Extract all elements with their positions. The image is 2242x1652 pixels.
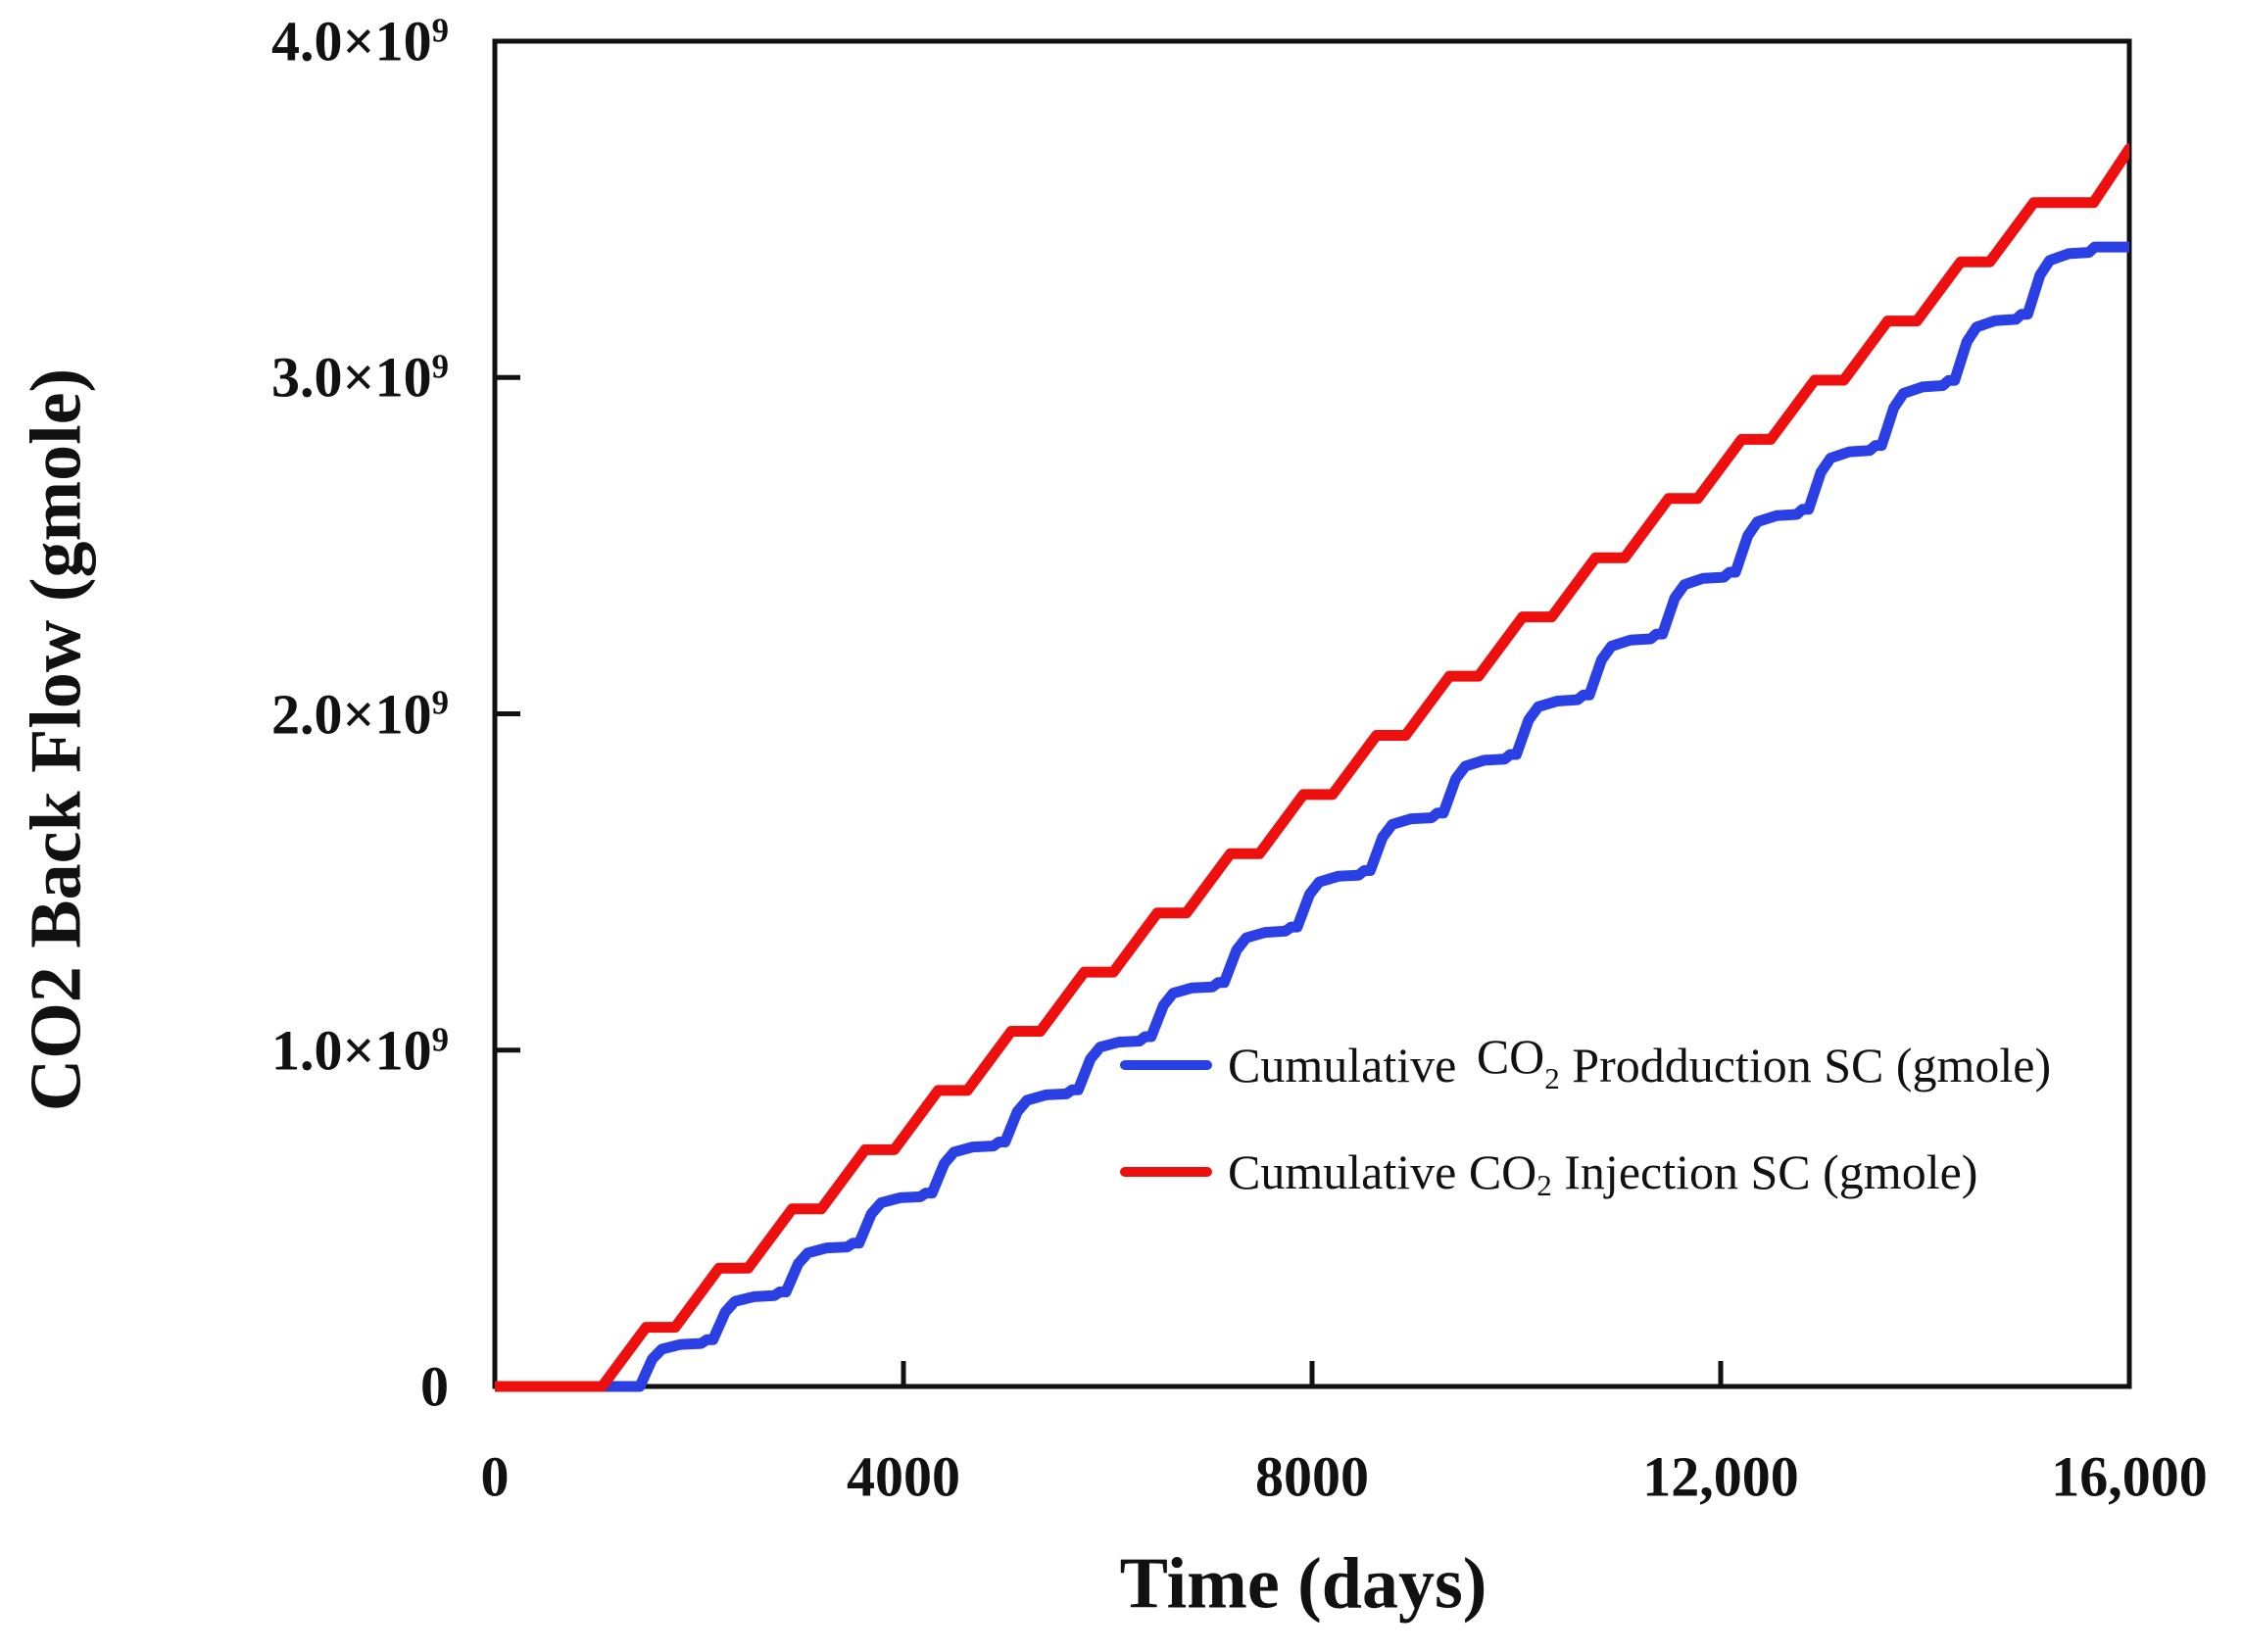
legend-item: Cumulative CO2 Injection SC (gmole) <box>1120 1143 1978 1202</box>
y-tick-label-base: 4.0×10 <box>271 9 432 73</box>
legend-label-co-subscript: 2 <box>1536 1167 1552 1202</box>
x-tick-label: 4000 <box>847 1444 960 1509</box>
y-tick-label: 4.0×109 <box>271 9 449 74</box>
injection-legend-line-swatch <box>1120 1167 1212 1177</box>
legend-label-suffix: Injection SC (gmole) <box>1551 1144 1978 1199</box>
y-tick-label-exponent: 9 <box>431 683 449 722</box>
x-tick-label: 16,000 <box>2051 1444 2208 1509</box>
y-tick-label: 1.0×109 <box>271 1017 449 1083</box>
legend-label-suffix: Prodduction SC (gmole) <box>1559 1038 2052 1093</box>
injection-series-line <box>495 143 2129 1392</box>
production-series-line <box>495 241 2129 1392</box>
production-legend-line-swatch <box>1120 1060 1212 1070</box>
y-axis-title: CO2 Back Flow (gmole) <box>16 367 97 1112</box>
y-tick-label-base: 3.0×10 <box>271 345 432 410</box>
y-tick-label-base: 2.0×10 <box>271 682 432 746</box>
x-tick-label: 8000 <box>1255 1444 1369 1509</box>
data-series-lines <box>495 143 2129 1392</box>
x-tick-label: 0 <box>480 1444 510 1509</box>
legend-label-co-subscript: 2 <box>1544 1060 1560 1095</box>
y-tick-label: 2.0×109 <box>271 681 449 747</box>
y-tick-label-exponent: 9 <box>431 347 449 386</box>
legend-label-co: CO <box>1476 1029 1545 1084</box>
legend-label-co: CO <box>1468 1144 1537 1199</box>
y-tick-label-exponent: 9 <box>431 11 449 50</box>
legend-label: Cumulative CO2 Injection SC (gmole) <box>1228 1143 1978 1202</box>
y-tick-label: 3.0×109 <box>271 345 449 411</box>
legend-item: Cumulative CO2 Prodduction SC (gmole) <box>1120 1029 2052 1095</box>
legend-label: Cumulative CO2 Prodduction SC (gmole) <box>1228 1029 2052 1095</box>
x-axis-title: Time (days) <box>1119 1543 1487 1625</box>
y-tick-label-exponent: 9 <box>431 1020 449 1059</box>
y-tick-label: 0 <box>420 1354 449 1420</box>
legend-label-prefix: Cumulative <box>1228 1144 1469 1199</box>
y-tick-label-base: 1.0×10 <box>271 1018 432 1083</box>
x-tick-label: 12,000 <box>1642 1444 1799 1509</box>
legend-label-prefix: Cumulative <box>1228 1038 1469 1093</box>
axis-tick-marks <box>495 374 1724 1386</box>
y-tick-label-base: 0 <box>420 1354 449 1419</box>
